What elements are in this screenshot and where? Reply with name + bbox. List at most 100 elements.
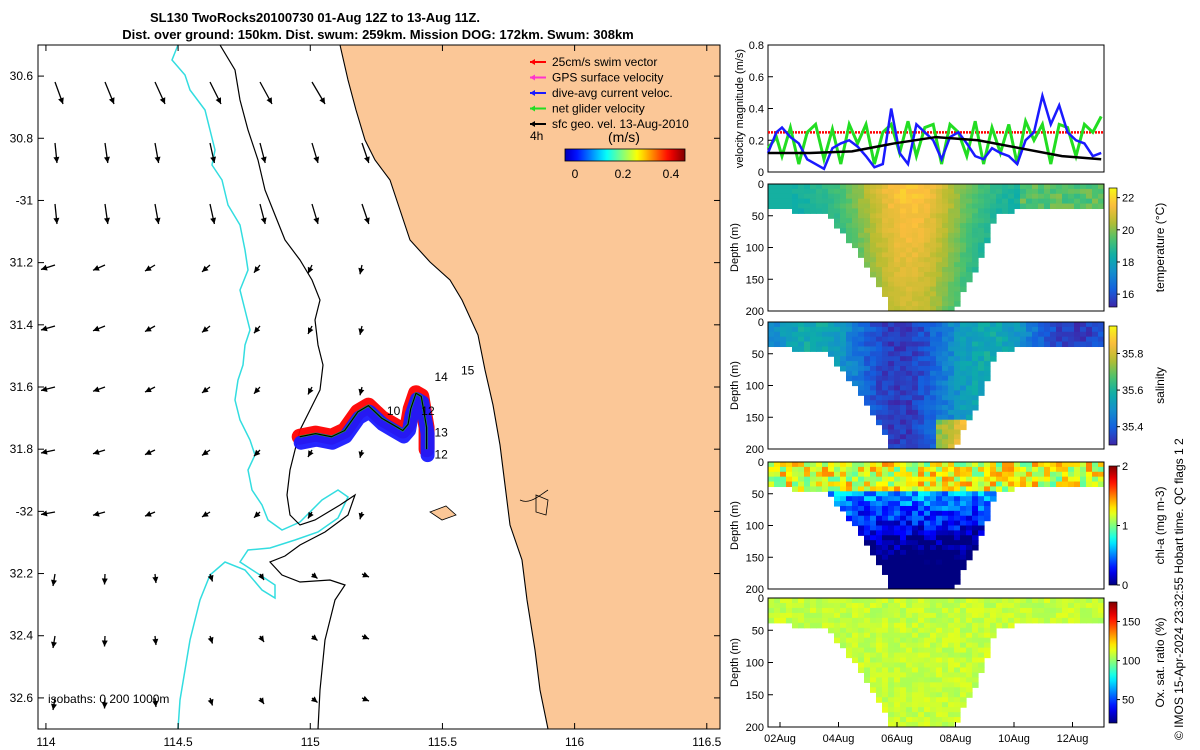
section-cell — [1086, 322, 1093, 328]
section-cell — [906, 702, 913, 708]
legend-label: dive-avg current veloc. — [552, 86, 673, 100]
section-cell — [948, 496, 955, 502]
section-cell — [984, 622, 991, 629]
section-cell — [858, 361, 865, 367]
section-cell — [864, 223, 871, 229]
section-cell — [900, 424, 907, 431]
section-cell — [864, 540, 871, 546]
section-cell — [912, 677, 919, 683]
section-cell — [918, 262, 925, 268]
section-cell — [912, 405, 919, 411]
section-cell — [912, 419, 919, 426]
section-cell — [966, 481, 973, 488]
section-cell — [1020, 203, 1027, 210]
section-cell — [774, 617, 781, 624]
section-cell — [1032, 331, 1039, 338]
section-cell — [966, 602, 973, 609]
section-cell — [954, 271, 961, 278]
section-cell — [858, 486, 865, 492]
section-cell — [924, 400, 931, 406]
section-cell — [906, 257, 913, 263]
section-cell — [876, 331, 883, 338]
section-cell — [882, 429, 889, 435]
section-cell — [900, 612, 907, 619]
section-cell — [828, 331, 835, 338]
section-cell — [924, 559, 931, 566]
section-cell — [918, 481, 925, 488]
section-cell — [954, 559, 961, 566]
section-cell — [930, 198, 937, 205]
section-cell — [882, 365, 889, 372]
section-cell — [882, 370, 889, 377]
section-cell — [960, 336, 967, 343]
section-cell — [960, 466, 967, 473]
section-cell — [942, 380, 949, 387]
section-cell — [792, 336, 799, 343]
section-cell — [948, 375, 955, 382]
section-cell — [966, 232, 973, 239]
section-cell — [1050, 198, 1057, 205]
isobath-1000m — [219, 45, 357, 729]
legend-label: 25cm/s swim vector — [552, 55, 657, 69]
section-cell — [798, 336, 805, 343]
section-cell — [894, 351, 901, 357]
section-cell — [906, 232, 913, 239]
section-cell — [888, 405, 895, 411]
section-cell — [840, 188, 847, 195]
section-cell — [888, 476, 895, 483]
section-cell — [954, 496, 961, 502]
section-cell — [1098, 322, 1104, 328]
section-cell — [948, 409, 955, 416]
map-y-tick-label: 32.2 — [10, 567, 34, 581]
section-cell — [924, 540, 931, 546]
section-cell — [960, 564, 967, 571]
section-cell — [1032, 598, 1039, 604]
section-cell — [936, 193, 943, 200]
section-cell — [924, 346, 931, 352]
sfc-geo-arrow — [92, 386, 106, 393]
section-cell — [882, 540, 889, 546]
section-cell — [1086, 481, 1093, 488]
section-cell — [894, 520, 901, 527]
section-cell — [918, 213, 925, 219]
section-cell — [888, 203, 895, 210]
section-cell — [1044, 617, 1051, 624]
section-cell — [852, 501, 859, 507]
section-cell — [918, 232, 925, 239]
section-cell — [816, 346, 823, 352]
section-cell — [918, 540, 925, 546]
island-2 — [535, 494, 549, 516]
section-cell — [894, 223, 901, 229]
sfc-geo-arrow — [104, 81, 115, 105]
section-cell — [828, 617, 835, 624]
section-cell — [900, 607, 907, 614]
section-cell — [954, 549, 961, 556]
section-cell — [954, 242, 961, 249]
section-cell — [882, 642, 889, 649]
section-cell — [876, 545, 883, 551]
section-cell — [864, 617, 871, 624]
section-cell — [858, 351, 865, 357]
section-cell — [918, 530, 925, 536]
section-cell — [1008, 607, 1015, 614]
section-cell — [906, 535, 913, 541]
section-cell — [960, 341, 967, 348]
section-cell — [840, 602, 847, 609]
section-cell — [792, 622, 799, 629]
section-cell — [876, 356, 883, 362]
section-cell — [900, 252, 907, 258]
section-cell — [930, 692, 937, 698]
section-cell — [810, 471, 817, 478]
section-cell — [1020, 471, 1027, 478]
section-cell — [882, 281, 889, 288]
section-cell — [798, 471, 805, 478]
section-cell — [942, 351, 949, 357]
section-cell — [924, 193, 931, 200]
section-cell — [966, 218, 973, 224]
sfc-geo-arrow — [144, 386, 156, 393]
section-cell — [882, 481, 889, 488]
section-cell — [864, 242, 871, 249]
section-cell — [1002, 598, 1009, 604]
section-cell — [876, 203, 883, 210]
